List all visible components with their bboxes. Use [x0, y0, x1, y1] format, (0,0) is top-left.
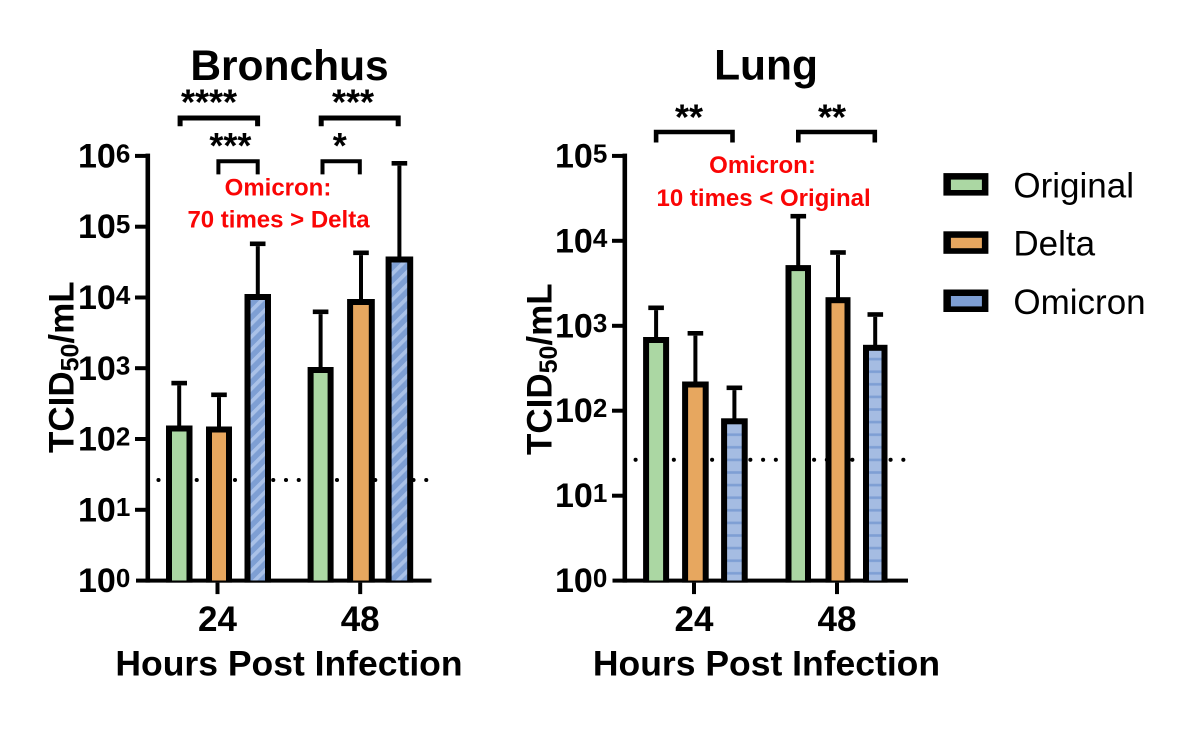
svg-text:Omicron: Omicron	[1013, 283, 1145, 322]
svg-text:Omicron:: Omicron:	[709, 152, 816, 179]
svg-text:105: 105	[78, 208, 130, 246]
svg-text:Omicron:: Omicron:	[225, 174, 332, 201]
svg-text:70 times > Delta: 70 times > Delta	[187, 207, 370, 234]
svg-text:24: 24	[675, 600, 714, 639]
svg-text:**: **	[818, 97, 846, 138]
svg-text:48: 48	[341, 600, 380, 639]
svg-text:*: *	[333, 125, 347, 166]
svg-text:Delta: Delta	[1013, 225, 1095, 264]
svg-text:100: 100	[78, 562, 130, 600]
svg-text:Hours Post Infection: Hours Post Infection	[593, 644, 940, 684]
svg-text:****: ****	[181, 82, 237, 123]
svg-text:***: ***	[332, 82, 374, 123]
svg-text:**: **	[675, 97, 703, 138]
svg-text:Bronchus: Bronchus	[190, 43, 388, 90]
svg-text:Hours Post Infection: Hours Post Infection	[115, 644, 462, 684]
svg-text:Lung: Lung	[714, 43, 818, 90]
svg-text:Original: Original	[1013, 167, 1134, 206]
svg-text:24: 24	[198, 600, 237, 639]
svg-text:10 times < Original: 10 times < Original	[657, 185, 871, 212]
svg-text:103: 103	[555, 307, 607, 345]
svg-text:***: ***	[209, 125, 251, 166]
svg-text:48: 48	[818, 600, 857, 639]
